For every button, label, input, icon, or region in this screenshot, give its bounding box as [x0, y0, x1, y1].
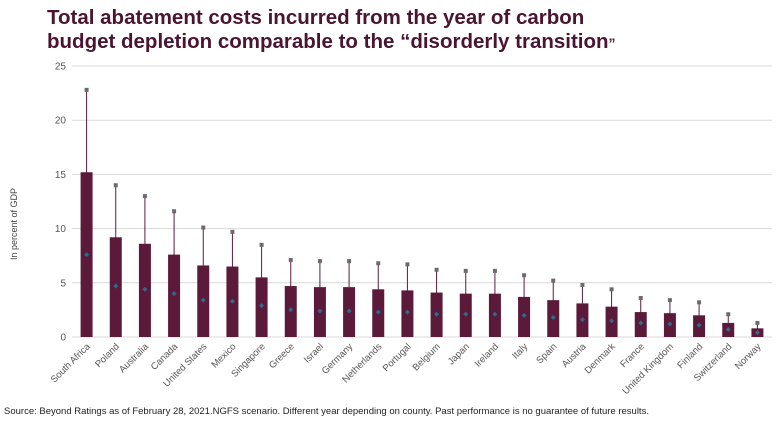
- midpoint-marker: [142, 286, 148, 292]
- x-tick-label: Denmark: [583, 341, 618, 376]
- x-tick-label: Greece: [267, 341, 297, 371]
- y-tick-label: 25: [55, 62, 67, 73]
- x-tick-label: Norway: [733, 341, 764, 372]
- upper-marker: [113, 183, 118, 188]
- upper-marker: [347, 259, 352, 264]
- x-tick-label: Italy: [510, 341, 530, 361]
- x-tick-label: Belgium: [411, 341, 443, 373]
- midpoint-marker: [113, 283, 119, 289]
- upper-marker: [259, 242, 264, 247]
- midpoint-marker: [521, 312, 527, 318]
- midpoint-marker: [171, 291, 177, 297]
- midpoint-marker: [317, 308, 323, 314]
- midpoint-marker: [638, 320, 644, 326]
- x-tick-label: United Kingdom: [620, 341, 676, 397]
- midpoint-marker: [725, 326, 731, 332]
- upper-marker: [376, 261, 381, 266]
- upper-marker: [317, 259, 322, 264]
- midpoint-marker: [696, 322, 702, 328]
- x-tick-label: Israel: [302, 341, 326, 365]
- y-tick-label: 15: [55, 170, 67, 181]
- chart-title-line2: budget depletion comparable to the “diso…: [47, 30, 609, 53]
- upper-marker: [288, 258, 293, 263]
- x-tick-label: Portugal: [381, 341, 414, 374]
- midpoint-marker: [463, 311, 469, 317]
- upper-marker: [551, 278, 556, 283]
- midpoint-marker: [434, 311, 440, 317]
- upper-marker: [697, 300, 702, 305]
- midpoint-marker: [667, 321, 673, 327]
- midpoint-marker: [288, 307, 294, 313]
- y-tick-label: 10: [55, 224, 67, 235]
- chart-title-quote: ”: [608, 35, 616, 51]
- x-tick-label: Spain: [534, 341, 559, 366]
- midpoint-marker: [84, 252, 90, 258]
- x-tick-label: Japan: [446, 341, 472, 367]
- chart-title-line1: Total abatement costs incurred from the …: [47, 6, 585, 29]
- upper-marker: [492, 268, 497, 273]
- upper-marker: [230, 229, 235, 234]
- upper-marker: [434, 267, 439, 272]
- chart-title: Total abatement costs incurred from the …: [47, 6, 767, 55]
- source-note: Source: Beyond Ratings as of February 28…: [4, 406, 649, 417]
- midpoint-marker: [404, 309, 410, 315]
- upper-marker: [463, 268, 468, 273]
- upper-marker: [580, 282, 585, 287]
- upper-marker: [172, 209, 177, 214]
- midpoint-marker: [609, 318, 615, 324]
- upper-marker: [609, 287, 614, 292]
- midpoint-marker: [550, 314, 556, 320]
- midpoint-marker: [346, 308, 352, 314]
- upper-marker: [405, 262, 410, 267]
- x-tick-label: South Africa: [49, 341, 94, 386]
- x-tick-label: Ireland: [473, 341, 501, 369]
- y-tick-label: 0: [60, 333, 66, 344]
- y-tick-label: 5: [60, 278, 66, 289]
- x-tick-label: Australia: [117, 341, 151, 375]
- upper-marker: [667, 298, 672, 303]
- upper-marker: [726, 312, 731, 317]
- midpoint-marker: [229, 298, 235, 304]
- midpoint-marker: [754, 330, 760, 336]
- midpoint-marker: [492, 311, 498, 317]
- upper-marker: [755, 320, 760, 325]
- upper-marker: [84, 87, 89, 92]
- midpoint-marker: [579, 317, 585, 323]
- midpoint-marker: [200, 297, 206, 303]
- midpoint-marker: [375, 309, 381, 315]
- upper-marker: [638, 295, 643, 300]
- midpoint-marker: [259, 303, 265, 309]
- upper-marker: [522, 273, 527, 278]
- upper-marker: [142, 194, 147, 199]
- y-tick-label: 20: [55, 116, 67, 127]
- upper-marker: [201, 225, 206, 230]
